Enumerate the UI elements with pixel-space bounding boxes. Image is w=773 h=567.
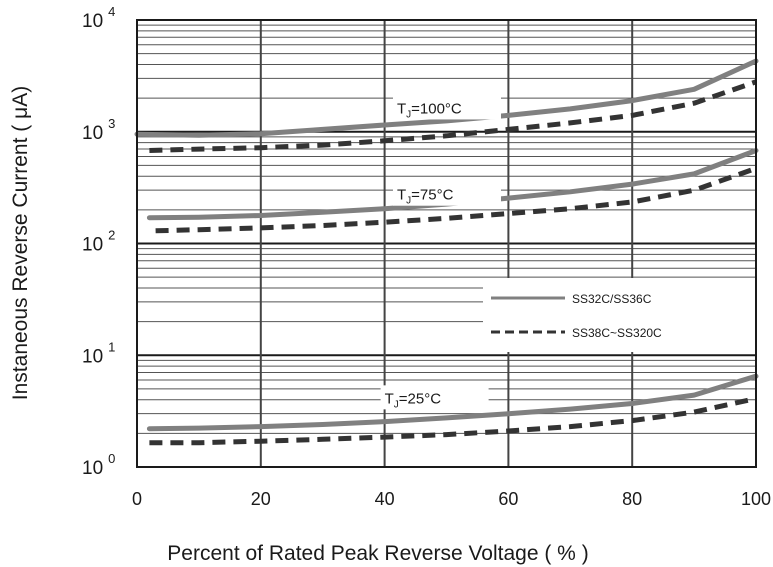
y-tick-label: 10 4 <box>82 4 115 32</box>
legend-label: SS32C/SS36C <box>572 292 652 306</box>
legend: SS32C/SS36C SS38C~SS320C <box>483 278 756 352</box>
y-tick-label: 10 0 <box>82 451 115 479</box>
series-line-solid <box>146 373 759 432</box>
x-tick-label: 100 <box>741 489 771 509</box>
temperature-symbol: T <box>397 100 406 117</box>
y-tick-exponent: 2 <box>108 228 115 243</box>
temperature-value: =100°C <box>411 100 462 117</box>
annotation-background <box>380 385 489 410</box>
temperature-label: TJ=100°C <box>397 100 462 120</box>
x-tick-label: 80 <box>622 489 642 509</box>
y-tick-exponent: 1 <box>108 339 115 354</box>
y-tick-base: 10 <box>82 11 103 32</box>
x-axis-title: Percent of Rated Peak Reverse Voltage ( … <box>167 542 588 565</box>
temperature-symbol: T <box>397 187 406 204</box>
y-tick-label: 10 2 <box>82 228 115 256</box>
temperature-subscript: J <box>394 399 399 410</box>
annotation-background <box>392 181 501 206</box>
series-line-dashed <box>149 396 757 446</box>
legend-label: SS38C~SS320C <box>572 326 662 340</box>
x-tick-labels: 0 20 40 60 80 100 <box>132 489 771 509</box>
temperature-annotations: TJ=100°CTJ=75°CTJ=25°C <box>380 95 501 410</box>
temperature-label: TJ=25°C <box>385 390 442 410</box>
temperature-subscript: J <box>406 109 411 120</box>
temperature-symbol: T <box>385 390 394 407</box>
x-tick-label: 0 <box>132 489 142 509</box>
temperature-value: =75°C <box>411 187 453 204</box>
x-tick-label: 40 <box>375 489 395 509</box>
temperature-subscript: J <box>406 196 411 207</box>
y-tick-base: 10 <box>82 235 103 256</box>
y-tick-label: 10 3 <box>82 116 115 144</box>
temperature-label: TJ=75°C <box>397 187 454 207</box>
y-tick-label: 10 1 <box>82 339 115 367</box>
temperature-value: =25°C <box>399 390 441 407</box>
y-tick-exponent: 4 <box>108 4 115 19</box>
y-axis-title: Instaneous Reverse Current ( μA) <box>9 86 32 400</box>
x-tick-label: 20 <box>251 489 271 509</box>
y-tick-base: 10 <box>82 346 103 367</box>
annotation-background <box>392 95 501 120</box>
y-tick-exponent: 3 <box>108 116 115 131</box>
y-tick-exponent: 0 <box>108 451 115 466</box>
x-tick-label: 60 <box>498 489 518 509</box>
y-tick-base: 10 <box>82 458 103 479</box>
series-line-dashed <box>155 166 757 234</box>
series-line-solid <box>134 58 759 138</box>
y-tick-base: 10 <box>82 123 103 144</box>
plot-frame <box>136 19 757 468</box>
legend-box <box>483 278 756 352</box>
y-tick-labels: 10 0 10 1 10 2 10 3 10 4 <box>82 4 115 479</box>
series-line-dashed <box>149 79 757 153</box>
